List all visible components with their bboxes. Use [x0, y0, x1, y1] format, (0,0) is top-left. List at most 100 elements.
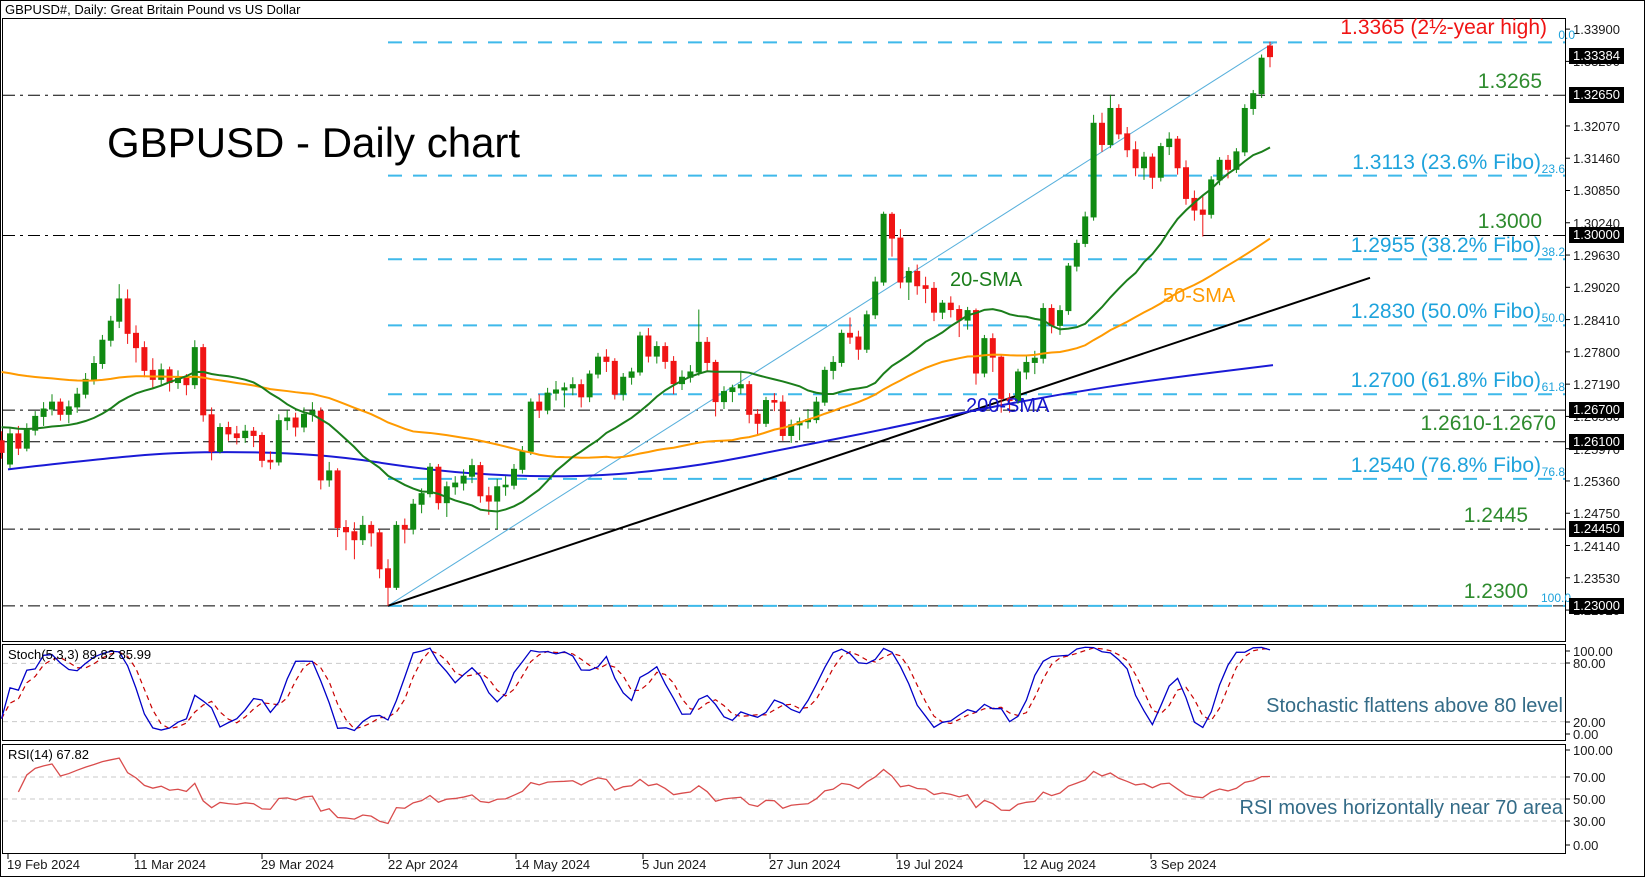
candle: [880, 213, 887, 283]
price-axis-label: 1.23530: [1573, 570, 1620, 586]
candle: [443, 486, 450, 504]
candle: [1241, 107, 1248, 153]
candle: [905, 270, 912, 283]
sma20-line: [1, 146, 1271, 513]
candle: [452, 482, 459, 488]
main-panel-frame: [2, 18, 1566, 642]
price-axis-label: 1.31460: [1573, 151, 1620, 167]
fibo-pct-500: 50.0: [1541, 311, 1565, 325]
level-label-high: 1.3365 (2½-year high): [1340, 16, 1547, 39]
candle: [502, 484, 509, 488]
price-axis-label: 1.24140: [1573, 538, 1620, 554]
candle: [947, 302, 954, 311]
candle: [334, 470, 341, 529]
candle: [158, 369, 165, 380]
candle: [485, 495, 492, 502]
price-axis-label: 1.24750: [1573, 506, 1620, 522]
candle: [544, 392, 551, 411]
rsi-panel[interactable]: [2, 744, 1565, 854]
candle: [897, 237, 904, 283]
rsi-axis-label: 70.00: [1573, 770, 1606, 785]
rsi-header: RSI(14) 67.82: [8, 747, 89, 762]
candle: [317, 410, 324, 481]
candle: [1157, 146, 1164, 178]
date-label: 29 Mar 2024: [261, 857, 334, 872]
candle: [746, 384, 753, 415]
candle: [200, 347, 207, 416]
price-level-badge: 1.24450: [1569, 521, 1624, 538]
candle: [74, 393, 81, 408]
fibo-pct-768: 76.8: [1541, 465, 1565, 479]
date-label: 12 Aug 2024: [1023, 857, 1097, 872]
candle: [998, 356, 1005, 399]
candle: [1149, 156, 1156, 178]
candle: [259, 434, 265, 461]
candle: [23, 429, 30, 449]
candle: [695, 341, 702, 373]
fibo-label-382: 1.2955 (38.2% Fibo): [1350, 234, 1541, 257]
candle: [1015, 371, 1021, 402]
candle: [1023, 361, 1030, 373]
candle: [1174, 138, 1181, 169]
price-level-badge: 1.26100: [1569, 433, 1624, 450]
candle: [427, 466, 433, 495]
candle: [124, 298, 131, 334]
candle: [250, 430, 257, 436]
price-axis-label: 1.27190: [1573, 377, 1620, 393]
stoch-axis-label: 0.00: [1573, 727, 1599, 742]
candle: [645, 335, 652, 357]
candle: [1040, 307, 1047, 359]
fibo-pct-0: 0.0: [1558, 28, 1575, 42]
candle: [578, 384, 585, 398]
candle: [603, 356, 610, 362]
candle: [855, 336, 862, 350]
candle: [368, 524, 375, 534]
candle: [595, 356, 601, 375]
candle: [922, 285, 929, 289]
candle: [830, 361, 837, 371]
candle: [838, 332, 845, 363]
candle: [611, 360, 618, 395]
candle: [721, 391, 727, 403]
candle: [628, 371, 635, 378]
date-label: 22 Apr 2024: [388, 857, 459, 872]
candle: [511, 468, 517, 486]
rsi-panel-frame: [2, 744, 1566, 854]
candle: [821, 369, 828, 403]
candle: [141, 347, 148, 371]
date-label: 14 May 2024: [515, 857, 591, 872]
candle: [1057, 310, 1063, 326]
candle: [939, 302, 946, 313]
candle: [729, 387, 736, 393]
candle: [1208, 179, 1215, 215]
price-axis-label: 1.29630: [1573, 248, 1620, 264]
candle: [653, 346, 660, 357]
candle: [1225, 159, 1231, 170]
stochastic-panel[interactable]: [2, 644, 1565, 741]
date-label: 19 Feb 2024: [7, 857, 81, 872]
candle: [737, 384, 744, 389]
candle: [1073, 242, 1080, 267]
candle: [847, 332, 853, 338]
candle: [1107, 107, 1114, 145]
date-label: 27 Jun 2024: [769, 857, 841, 872]
candle: [1267, 45, 1273, 58]
candle: [494, 486, 501, 502]
candle: [527, 401, 534, 452]
candle: [418, 493, 425, 505]
candle: [863, 314, 870, 350]
candle: [1233, 151, 1240, 170]
price-level-badge: 1.23000: [1569, 597, 1624, 614]
stochastic-annotation: Stochastic flattens above 80 level: [1266, 695, 1563, 717]
candle: [107, 320, 114, 341]
fibo-label-500: 1.2830 (50.0% Fibo): [1350, 300, 1541, 323]
candle: [460, 475, 467, 484]
candle: [149, 369, 156, 380]
candle: [208, 414, 215, 452]
fibo-pct-100: 100.0: [1540, 591, 1571, 605]
candle: [267, 459, 274, 463]
candle: [133, 332, 139, 349]
price-chart-panel[interactable]: [2, 18, 1565, 641]
fibo-pct-618: 61.8: [1541, 380, 1565, 394]
